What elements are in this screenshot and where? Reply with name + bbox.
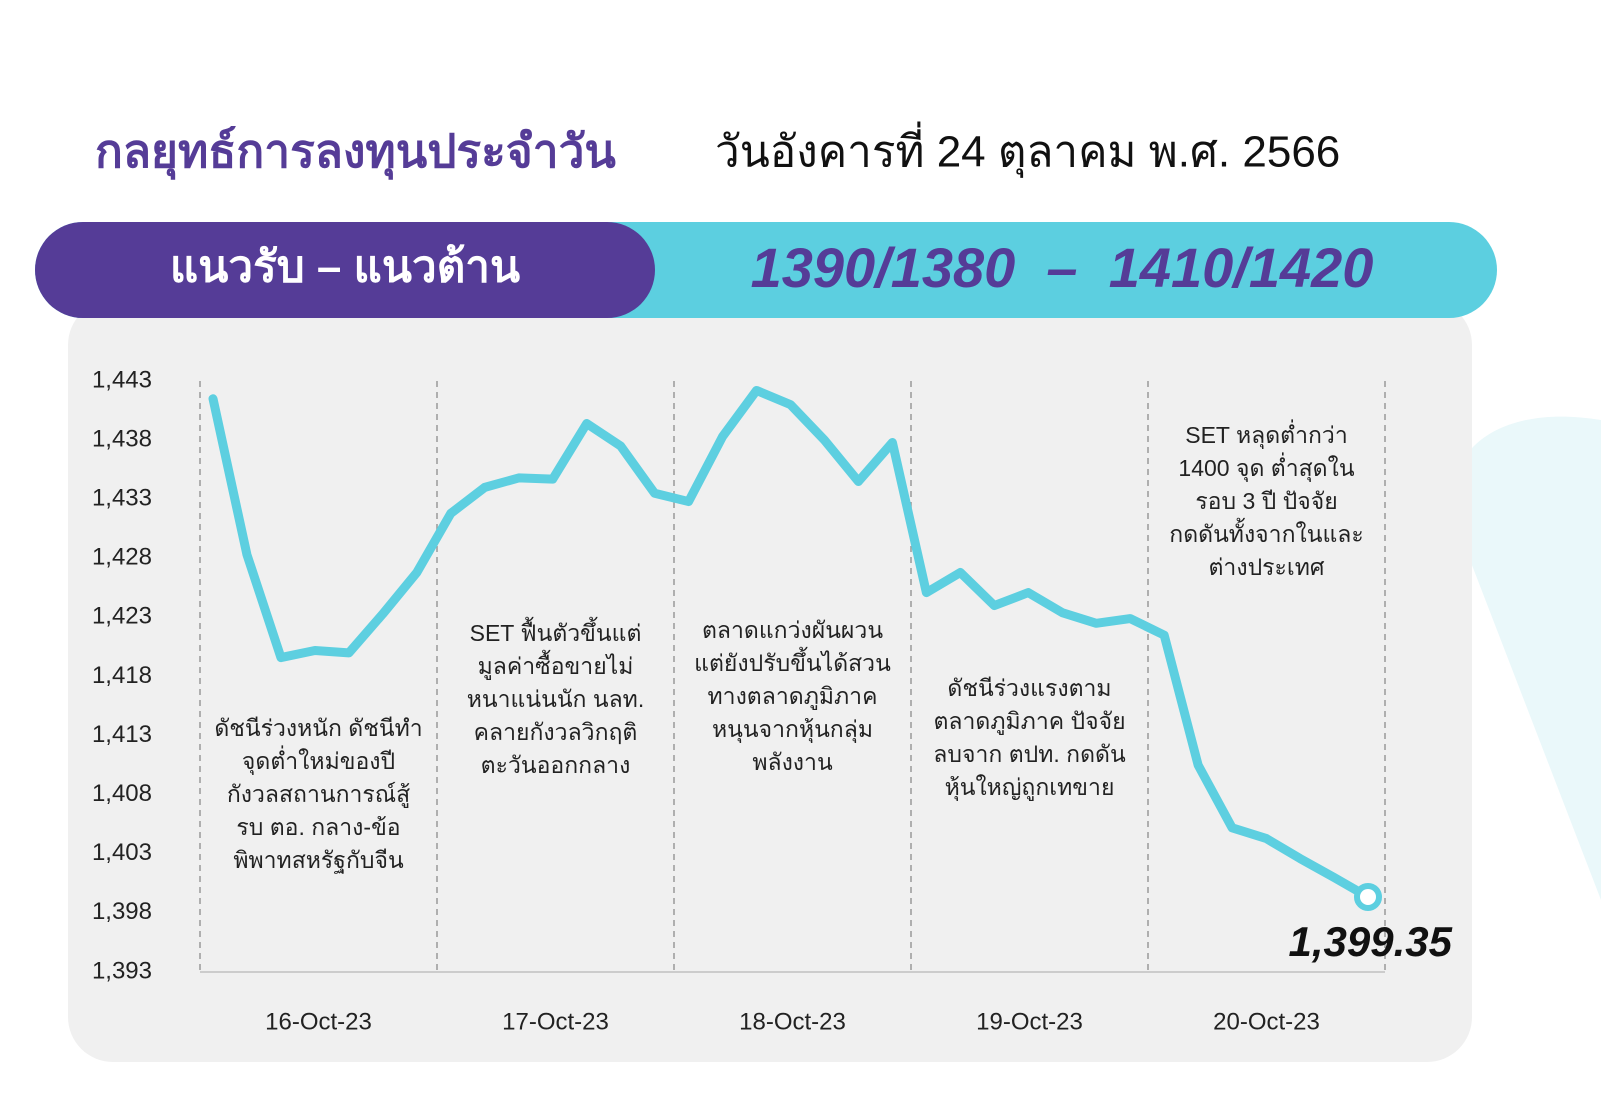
line [208,385,1373,902]
y-tick-label: 1,433 [92,485,152,512]
banner-levels: 1390/1380 – 1410/1420 [751,236,1374,299]
annotation: SET ฟื้นตัวขึ้นแต่ [470,617,642,646]
annotation: หุ้นใหญ่ถูกเทขาย [945,774,1115,801]
panel [68,300,1472,1062]
y-tick-label: 1,423 [92,603,152,630]
annotation: SET หลุดต่ำกว่า [1185,419,1348,449]
y-tick-label: 1,408 [92,780,152,807]
end-marker [1354,882,1382,911]
y-tick-label: 1,418 [92,662,152,689]
annotation: คลายกังวลวิกฤติ [474,719,638,745]
annotation: รบ ตอ. กลาง-ข้อ [236,814,400,840]
annotation: 1400 จุด ต่ำสุดใน [1178,452,1354,482]
annotation: ดัชนีร่วงแรงตาม [947,675,1111,701]
y-tick-label: 1,428 [92,544,152,571]
annotation: หนุนจากหุ้นกลุ่ม [712,716,873,743]
banner-label: แนวรับ – แนวต้าน [170,243,520,292]
y-tick-label: 1,403 [92,839,152,866]
annotation: ลบจาก ตปท. กดดัน [933,741,1126,767]
annotation: กดดันทั้งจากในและ [1169,518,1363,547]
value-label: 1,399.35 [1289,918,1453,965]
y-tick-label: 1,398 [92,898,152,925]
y-tick-label: 1,438 [92,425,152,452]
decor [1452,416,1601,900]
annotation: กังวลสถานการณ์สู้ [227,781,410,808]
x-tick-label: 20-Oct-23 [1213,1008,1320,1035]
annotation: จุดต่ำใหม่ของปี [242,745,395,775]
annotation: พิพาทสหรัฐกับจีน [233,847,404,874]
x-tick-label: 18-Oct-23 [739,1008,846,1035]
y-tick-label: 1,413 [92,721,152,748]
y-tick-label: 1,393 [92,957,152,984]
annotation: ตลาดภูมิภาค ปัจจัย [933,708,1125,735]
date: วันอังคารที่ 24 ตุลาคม พ.ศ. 2566 [715,121,1340,179]
annotation: แต่ยังปรับขึ้นได้สวน [694,647,891,676]
annotation: รอบ 3 ปี ปัจจัย [1195,488,1337,514]
annotation: หนาแน่นนัก นลท. [467,686,644,712]
annotation: ทางตลาดภูมิภาค [708,683,878,710]
annotation: ดัชนีร่วงหนัก ดัชนีทำ [214,715,422,741]
y-tick-label: 1,443 [92,366,152,393]
annotation: ตะวันออกกลาง [481,752,631,778]
x-tick-label: 17-Oct-23 [502,1008,609,1035]
annotation: มูลค่าซื้อขายไม่ [478,650,634,680]
annotation: ต่างประเทศ [1208,554,1324,580]
annotation: ตลาดแกว่งผันผวน [702,617,883,643]
banner-left [35,222,655,318]
x-tick-label: 16-Oct-23 [265,1008,372,1035]
title: กลยุทธ์การลงทุนประจำวัน [95,125,616,180]
x-tick-label: 19-Oct-23 [976,1008,1083,1035]
annotation: พลังงาน [752,749,833,775]
